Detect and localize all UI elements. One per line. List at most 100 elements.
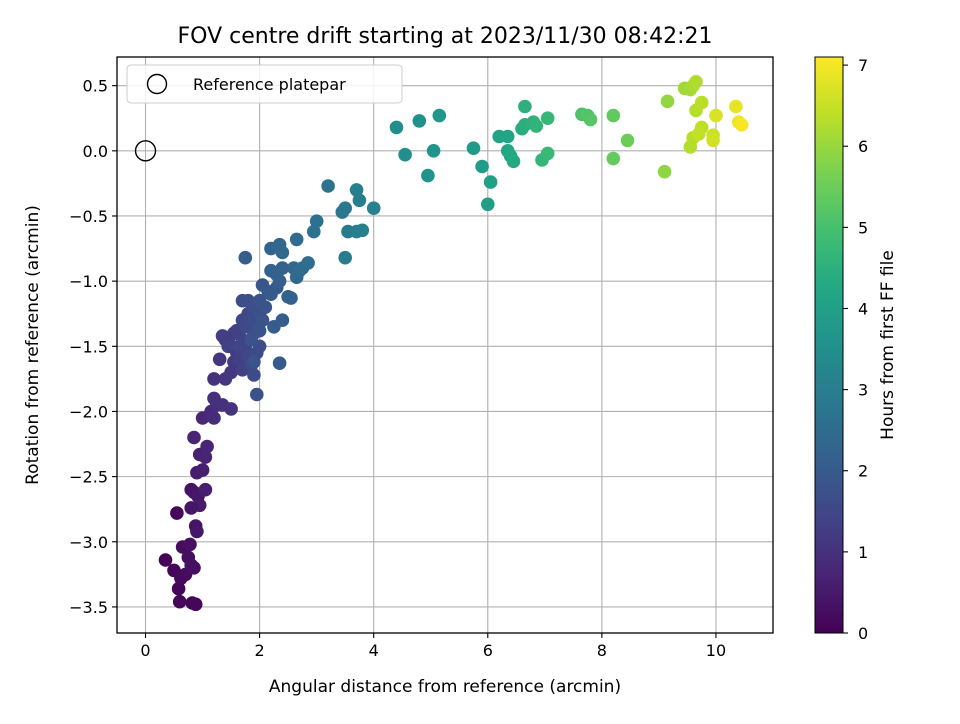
data-point [309, 214, 324, 228]
data-point [249, 387, 264, 402]
data-point [355, 223, 370, 238]
data-point [190, 524, 204, 539]
y-tick-label: −1.0 [69, 272, 108, 291]
data-point [475, 159, 489, 174]
data-point [500, 129, 515, 144]
chart-title: FOV centre drift starting at 2023/11/30 … [178, 24, 713, 49]
data-point [583, 112, 598, 127]
data-point [683, 140, 698, 154]
data-point [198, 450, 213, 464]
data-point [421, 168, 435, 183]
data-point [706, 133, 720, 148]
data-point [606, 151, 621, 166]
data-point [158, 553, 173, 567]
y-tick-label: −2.0 [69, 402, 108, 421]
data-point [207, 411, 221, 425]
data-point [518, 99, 532, 114]
data-point [483, 175, 498, 189]
data-point [187, 430, 201, 445]
colorbar-label: Hours from first FF file [878, 250, 898, 440]
data-point [689, 75, 703, 89]
y-tick-label: 0.0 [83, 142, 108, 161]
colorbar: 0 1 2 3 4 5 6 7 Hours from first FF file [814, 56, 898, 643]
colorbar-gradient [814, 56, 844, 634]
data-point [224, 402, 238, 416]
data-point [540, 146, 555, 161]
data-point [269, 267, 284, 282]
data-point [506, 154, 521, 169]
y-tick-label: −0.5 [69, 207, 108, 226]
legend-box [126, 64, 403, 104]
data-point [224, 365, 238, 380]
colorbar-tick-label: 5 [858, 218, 868, 237]
data-point [321, 179, 335, 193]
colorbar-tick-label: 1 [858, 543, 868, 562]
x-tick-label: 8 [597, 641, 607, 660]
data-point [198, 482, 213, 497]
data-point [352, 193, 367, 208]
y-tick-label: −2.5 [69, 468, 108, 487]
data-point [412, 114, 427, 128]
data-point [398, 147, 412, 162]
data-point [734, 118, 749, 132]
x-tick-label: 2 [255, 641, 265, 660]
data-point [620, 133, 635, 148]
colorbar-tick-label: 4 [858, 299, 868, 318]
data-point [221, 339, 235, 354]
data-point [289, 232, 304, 247]
x-tick-label: 0 [140, 641, 150, 660]
data-point [389, 120, 404, 135]
data-point [187, 561, 201, 575]
data-point [238, 250, 253, 265]
data-point [275, 245, 290, 260]
x-tick-label: 6 [483, 641, 493, 660]
data-point [172, 594, 187, 609]
data-point [529, 119, 544, 133]
plot-frame [116, 56, 774, 634]
data-point [729, 99, 743, 114]
data-point [184, 501, 198, 515]
data-point [207, 372, 221, 386]
colorbar-ticks: 0 1 2 3 4 5 6 7 [843, 56, 868, 643]
x-tick-label: 4 [369, 641, 379, 660]
y-axis-label: Rotation from reference (arcmin) [23, 205, 43, 485]
data-point [366, 201, 381, 215]
data-point [212, 352, 227, 367]
x-axis: 0 2 4 6 8 10 [140, 633, 726, 660]
data-point [258, 300, 273, 315]
data-point [349, 183, 364, 197]
data-point [284, 291, 298, 305]
data-point [338, 250, 353, 265]
data-point [275, 313, 290, 328]
data-point [466, 141, 481, 155]
reference-marker [134, 140, 157, 162]
y-tick-label: −3.0 [69, 533, 108, 552]
reference-point [134, 140, 157, 162]
data-point [195, 463, 210, 477]
x-axis-label: Angular distance from reference (arcmin) [269, 677, 621, 697]
data-point [252, 323, 267, 338]
data-point [540, 111, 555, 125]
data-point [692, 127, 706, 141]
data-point [247, 355, 261, 369]
colorbar-tick-label: 2 [858, 462, 868, 481]
data-point [694, 95, 709, 110]
legend: Reference platepar [126, 64, 403, 104]
data-points [158, 75, 749, 612]
data-point [171, 581, 186, 596]
colorbar-tick-label: 0 [858, 624, 868, 643]
data-point [338, 201, 353, 215]
colorbar-tick-label: 3 [858, 381, 868, 400]
data-point [709, 108, 723, 123]
data-point [200, 439, 214, 454]
data-point [606, 108, 621, 123]
data-point [432, 108, 447, 123]
data-point [657, 164, 672, 179]
y-tick-label: −3.5 [69, 598, 108, 617]
data-point [255, 313, 270, 328]
data-point [481, 197, 495, 212]
data-point [188, 597, 203, 612]
y-axis: 0.5 0.0 −0.5 −1.0 −1.5 −2.0 −2.5 −3.0 −3.5 [69, 77, 117, 617]
